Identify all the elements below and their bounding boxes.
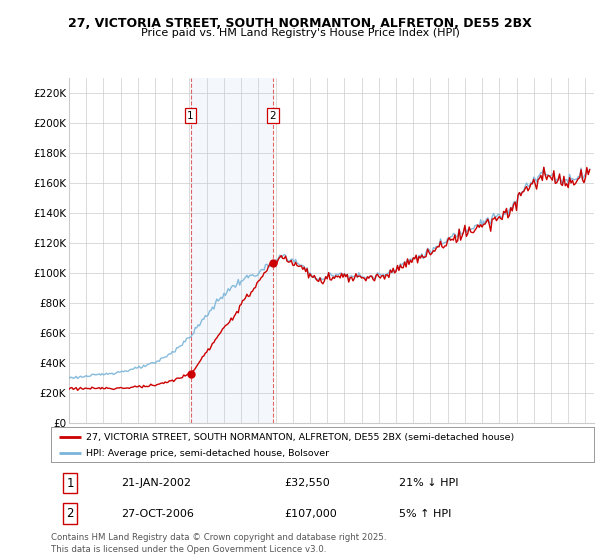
Text: 5% ↑ HPI: 5% ↑ HPI: [398, 508, 451, 519]
Text: 1: 1: [66, 477, 74, 490]
Text: £107,000: £107,000: [284, 508, 337, 519]
Text: 27, VICTORIA STREET, SOUTH NORMANTON, ALFRETON, DE55 2BX (semi-detached house): 27, VICTORIA STREET, SOUTH NORMANTON, AL…: [86, 432, 515, 441]
Text: £32,550: £32,550: [284, 478, 330, 488]
Text: 21-JAN-2002: 21-JAN-2002: [122, 478, 191, 488]
Text: 27-OCT-2006: 27-OCT-2006: [122, 508, 194, 519]
Text: 2: 2: [269, 111, 276, 121]
Text: 2: 2: [66, 507, 74, 520]
Text: HPI: Average price, semi-detached house, Bolsover: HPI: Average price, semi-detached house,…: [86, 449, 329, 458]
Bar: [191, 78, 272, 423]
Text: Contains HM Land Registry data © Crown copyright and database right 2025.
This d: Contains HM Land Registry data © Crown c…: [51, 533, 386, 554]
Text: 21% ↓ HPI: 21% ↓ HPI: [398, 478, 458, 488]
Text: 27, VICTORIA STREET, SOUTH NORMANTON, ALFRETON, DE55 2BX: 27, VICTORIA STREET, SOUTH NORMANTON, AL…: [68, 17, 532, 30]
Text: 1: 1: [187, 111, 194, 121]
Text: Price paid vs. HM Land Registry's House Price Index (HPI): Price paid vs. HM Land Registry's House …: [140, 28, 460, 38]
